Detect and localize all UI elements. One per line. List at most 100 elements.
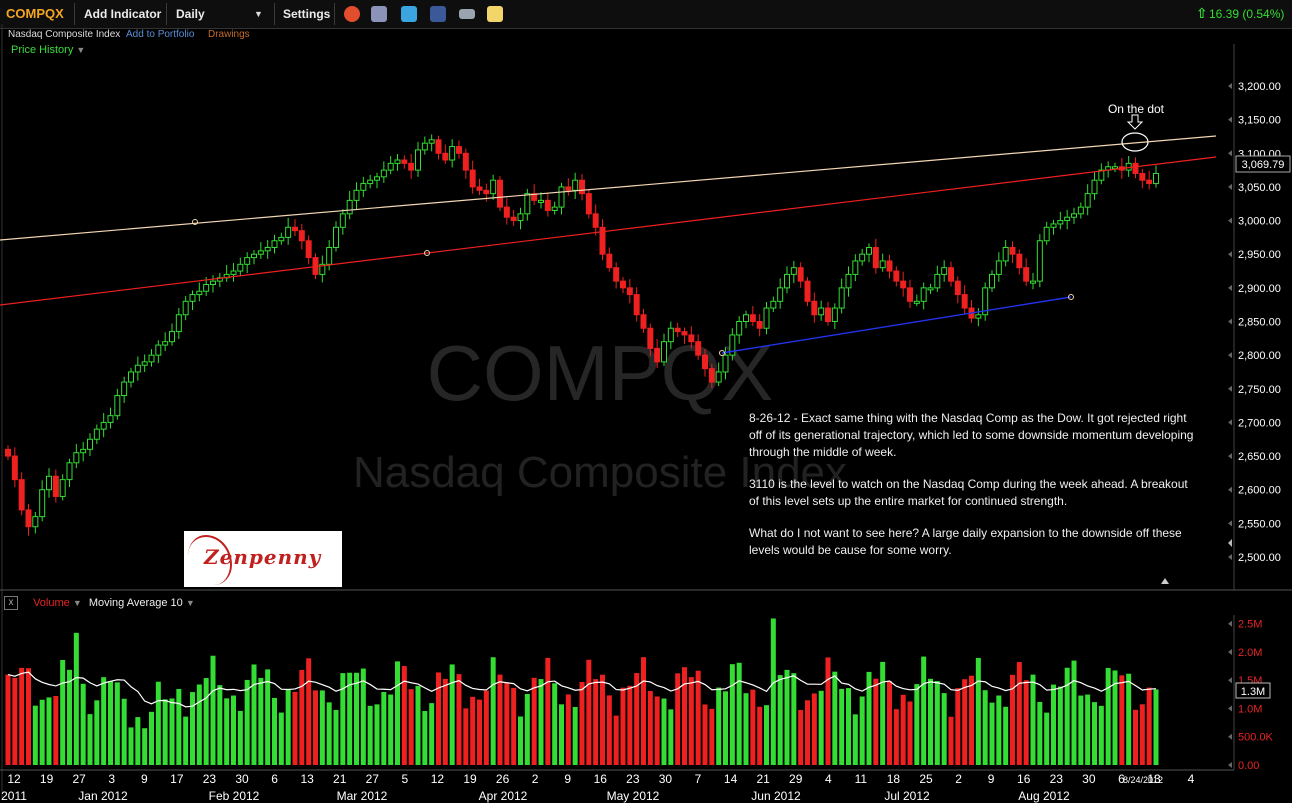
y-tick-label: 3,200.00: [1238, 81, 1281, 93]
candle-body: [661, 341, 667, 363]
upper-trendline[interactable]: [0, 135, 1217, 241]
volume-bar: [1098, 705, 1104, 765]
close-icon[interactable]: x: [4, 596, 18, 610]
red-trendline[interactable]: [0, 156, 1217, 306]
note-paragraph-2: 3110 is the level to watch on the Nasdaq…: [749, 477, 1188, 508]
period-select[interactable]: Daily: [176, 7, 205, 21]
notes-icon[interactable]: [371, 6, 387, 22]
trendline-handle[interactable]: [424, 250, 430, 256]
volume-bar: [114, 682, 120, 765]
candle-body: [360, 183, 367, 191]
candle-body: [743, 314, 749, 322]
candle-body: [175, 314, 182, 333]
volume-bar: [1092, 702, 1097, 765]
volume-bar: [470, 696, 476, 765]
add-indicator-button[interactable]: Add Indicator: [84, 7, 162, 21]
volume-label: Volume: [33, 596, 70, 609]
y-tick-mark: [1228, 251, 1232, 258]
candle-body: [52, 475, 59, 497]
volume-bar: [805, 700, 810, 765]
x-axis-labels: 12 19 27 3 9 17 23 30 6 13 21 27 5 12 19 26 2 9 16 23 30 7 14 2…: [1, 772, 1195, 803]
volume-bar: [1064, 667, 1070, 765]
candle-body: [1132, 162, 1139, 174]
symbol-field[interactable]: COMPQX: [6, 6, 64, 21]
chevron-down-icon[interactable]: ▼: [72, 597, 82, 608]
volume-bar: [101, 677, 107, 765]
candle-body: [1002, 246, 1009, 262]
volume-bar: [39, 699, 45, 765]
candle-body: [859, 253, 866, 262]
x-date-tick: 2: [955, 772, 962, 786]
volume-bar: [108, 681, 113, 765]
y-tick-label: 2,600.00: [1238, 485, 1281, 497]
trendline-handle[interactable]: [192, 219, 198, 225]
volume-bar: [634, 673, 640, 765]
twitter-icon[interactable]: [401, 6, 417, 22]
volume-bar: [354, 672, 359, 765]
candle-body: [73, 452, 80, 464]
support-trendline[interactable]: [721, 296, 1072, 354]
candle-body: [784, 273, 790, 289]
candle-body: [421, 142, 428, 151]
volume-bar: [736, 662, 742, 765]
index-name: Nasdaq Composite Index: [8, 29, 121, 40]
binoculars-icon[interactable]: [459, 9, 475, 19]
collapse-up-icon[interactable]: [1161, 578, 1169, 584]
alarm-icon[interactable]: [344, 6, 360, 22]
candle-body: [1023, 267, 1030, 282]
candle-body: [394, 159, 401, 164]
candle-body: [729, 334, 736, 356]
volume-bar: [490, 657, 496, 765]
candle-body: [640, 314, 647, 329]
candle-body: [1071, 213, 1077, 218]
candle-body: [647, 327, 654, 349]
volume-bar: [606, 695, 612, 765]
volume-bar: [723, 691, 728, 765]
candle-body: [353, 189, 360, 201]
volume-bar: [1146, 687, 1152, 765]
candle-body: [148, 354, 155, 363]
volume-bar: [832, 671, 838, 765]
candle-body: [367, 179, 374, 185]
volume-tick-label: 2.5M: [1238, 619, 1262, 631]
candle-body: [620, 280, 626, 289]
x-month-label: Feb 2012: [209, 789, 260, 803]
drawings-link[interactable]: Drawings: [208, 29, 250, 40]
candle-body: [11, 455, 18, 481]
volume-bar: [340, 673, 346, 765]
volume-bar: [121, 698, 127, 765]
candle-body: [920, 287, 927, 302]
highlight-circle[interactable]: [1121, 132, 1149, 152]
scroll-left-icon[interactable]: [1228, 539, 1232, 547]
y-tick-label: 2,500.00: [1238, 552, 1281, 564]
x-date-tick: 11: [855, 772, 868, 786]
trendline-handle[interactable]: [719, 350, 725, 356]
chevron-down-icon[interactable]: ▼: [185, 597, 195, 608]
volume-moving-average-line: [7, 671, 1157, 708]
y-tick-mark: [1228, 318, 1232, 325]
volume-bar: [210, 655, 216, 765]
facebook-icon[interactable]: [430, 6, 446, 22]
sticky-note-icon[interactable]: [487, 6, 503, 22]
candle-body: [401, 159, 408, 164]
x-month-label: Jul 2012: [884, 789, 930, 803]
trendline-handle[interactable]: [1068, 294, 1074, 300]
volume-bar: [839, 688, 845, 765]
volume-bar: [429, 703, 435, 765]
y-tick-mark: [1228, 83, 1232, 89]
volume-bar: [190, 692, 195, 765]
chevron-down-icon[interactable]: ▼: [254, 9, 263, 19]
candle-body: [251, 253, 257, 259]
volume-tick-mark: [1228, 677, 1232, 684]
candle-body: [736, 321, 743, 336]
candle-body: [1030, 280, 1036, 284]
x-month-label: Jan 2012: [78, 789, 128, 803]
candle-body: [558, 186, 565, 208]
candle-body: [374, 176, 380, 181]
settings-button[interactable]: Settings: [283, 7, 331, 21]
volume-last-label: 1.3M: [1241, 686, 1265, 698]
price-history-menu[interactable]: Price History ▼: [11, 44, 85, 56]
volume-bar: [996, 695, 1002, 765]
add-to-portfolio-link[interactable]: Add to Portfolio: [126, 29, 195, 40]
